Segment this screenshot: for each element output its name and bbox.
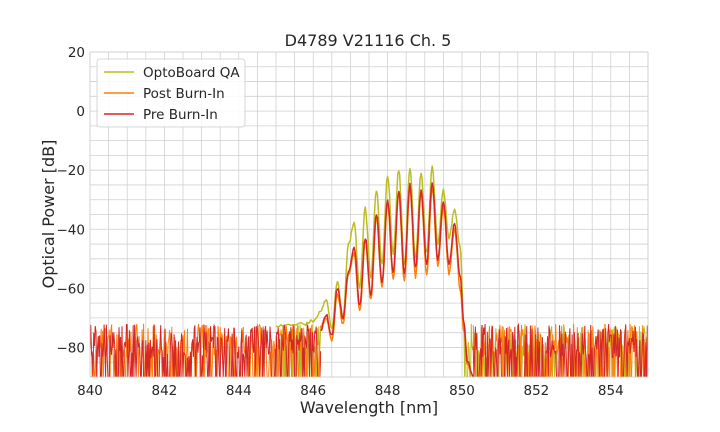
x-tick-label: 842 [152, 383, 178, 399]
series-line [275, 165, 474, 377]
legend: OptoBoard QA Post Burn-In Pre Burn-In [96, 58, 246, 128]
series-noise-right [472, 322, 648, 377]
series-layer [90, 165, 648, 377]
y-axis-label: Optical Power [dB] [39, 140, 58, 289]
y-tick-label: −80 [57, 340, 86, 356]
legend-label: OptoBoard QA [143, 65, 240, 81]
legend-label: Post Burn-In [143, 86, 225, 102]
x-tick-label: 848 [375, 383, 401, 399]
x-tick-label: 846 [300, 383, 326, 399]
x-tick-label: 854 [598, 383, 624, 399]
y-tick-label: −20 [57, 163, 86, 179]
y-tick-label: −60 [57, 281, 86, 297]
x-axis-label: Wavelength [nm] [300, 398, 438, 417]
plot-frame [89, 51, 649, 378]
series-noise-left [90, 323, 322, 377]
chart-title: D4789 V21116 Ch. 5 [285, 31, 452, 50]
x-tick-label: 850 [449, 383, 475, 399]
legend-box [96, 58, 246, 128]
series-pre-burn-in [90, 182, 648, 377]
tick-labels: 840 842 844 846 848 850 852 854 20 0 −20 −40 −60 −80 [57, 45, 624, 399]
legend-label: Pre Burn-In [143, 107, 218, 123]
y-tick-label: −40 [57, 222, 86, 238]
series-noise-left [90, 323, 322, 377]
y-tick-label: 0 [76, 104, 85, 120]
x-tick-label: 852 [524, 383, 550, 399]
x-tick-label: 840 [77, 383, 103, 399]
y-tick-label: 20 [68, 45, 85, 61]
series-line [320, 182, 474, 377]
x-tick-label: 844 [226, 383, 252, 399]
